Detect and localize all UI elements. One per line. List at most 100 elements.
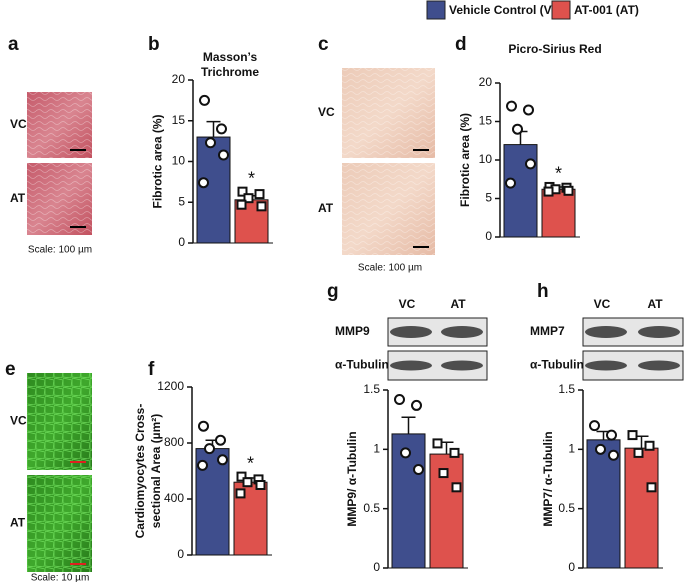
bar — [541, 188, 576, 238]
row-label: AT — [10, 191, 26, 205]
row-label: VC — [10, 414, 27, 428]
data-point — [411, 399, 422, 411]
lane-label: AT — [647, 297, 663, 311]
panel-letter: g — [327, 281, 339, 302]
row-label: MMP9 — [335, 324, 370, 338]
y-axis-title: Fibrotic area (%) — [150, 114, 164, 209]
y-axis-title: Fibrotic area (%) — [458, 112, 472, 208]
data-point — [256, 201, 267, 212]
data-point — [198, 420, 209, 432]
bar — [503, 144, 538, 238]
row-label: VC — [318, 105, 335, 119]
panel-letter: a — [8, 34, 19, 55]
scale-label: Scale: 100 µm — [28, 245, 92, 256]
y-tick-label: 400 — [164, 491, 184, 505]
error-bar — [401, 416, 416, 434]
y-axis-title-box: Cardiomyocytes Cross-sectional Area (µm²… — [133, 404, 163, 539]
chart-title-box: Picro-Sirius Red — [508, 42, 602, 56]
blot-band — [390, 360, 432, 371]
data-point — [432, 438, 443, 449]
blot-band — [441, 360, 483, 371]
y-tick-label: 5 — [178, 194, 185, 208]
blot-band — [585, 326, 627, 338]
legend-label: Vehicle Control (VC) — [449, 3, 564, 17]
data-point — [237, 186, 248, 197]
y-tick-label: 0 — [178, 235, 185, 249]
y-tick-label: 0 — [177, 547, 184, 561]
data-point — [198, 177, 209, 189]
y-tick-label: 1.5 — [558, 382, 575, 396]
data-point — [449, 447, 460, 458]
blot-band — [390, 326, 432, 338]
data-point — [606, 429, 617, 441]
data-point — [254, 189, 265, 200]
panel-letter: b — [148, 34, 160, 55]
row-label: AT — [318, 201, 334, 215]
legend-swatch — [551, 0, 571, 20]
data-point — [608, 449, 619, 461]
panel-letter: c — [318, 34, 329, 55]
data-point — [451, 482, 462, 493]
row-label: MMP7 — [530, 324, 565, 338]
data-point — [217, 454, 228, 466]
blot-band — [638, 360, 680, 371]
y-tick-label: 0.5 — [558, 501, 575, 515]
micrograph-texture — [27, 475, 92, 572]
data-point — [236, 199, 247, 210]
lane-label: VC — [594, 297, 611, 311]
panel-letter: h — [537, 281, 549, 302]
y-tick-label: 10 — [172, 154, 186, 168]
micrograph-texture — [342, 163, 435, 255]
chart-title: Masson’s Trichrome — [200, 50, 260, 79]
scale-label: Scale: 10 µm — [31, 573, 90, 582]
data-point — [218, 149, 229, 161]
data-point — [216, 123, 227, 135]
blot-band — [441, 326, 483, 338]
y-tick-label: 0 — [568, 560, 575, 574]
significance-mark: * — [247, 453, 254, 473]
row-label: α-Tubulin — [530, 358, 584, 372]
data-point — [413, 464, 424, 476]
data-point — [523, 104, 534, 116]
chart-title: Picro-Sirius Red — [508, 42, 602, 56]
significance-mark: * — [248, 168, 255, 188]
y-tick-label: 20 — [479, 75, 493, 89]
data-point — [199, 94, 210, 106]
micrograph-texture — [342, 68, 435, 158]
bar — [586, 439, 621, 569]
data-point — [543, 186, 554, 197]
data-point — [235, 488, 246, 499]
panel-letter: f — [148, 359, 155, 380]
row-label: α-Tubulin — [335, 358, 389, 372]
y-tick-label: 15 — [479, 114, 493, 128]
micrograph-texture — [27, 373, 92, 470]
data-point — [205, 137, 216, 149]
data-point — [243, 193, 254, 204]
row-label: AT — [10, 516, 26, 530]
bar — [624, 447, 659, 569]
data-point — [204, 443, 215, 455]
data-point — [438, 468, 449, 479]
data-point — [525, 158, 536, 170]
y-tick-label: 10 — [479, 152, 493, 166]
legend-label: AT-001 (AT) — [574, 3, 639, 17]
data-point — [400, 447, 411, 459]
y-axis-title-box: MMP9/ α-Tubulin — [345, 431, 359, 526]
y-tick-label: 0 — [373, 560, 380, 574]
y-axis-title-box: MMP7/ α-Tubulin — [541, 431, 555, 526]
y-tick-label: 5 — [485, 191, 492, 205]
data-point — [595, 443, 606, 455]
data-point — [197, 459, 208, 471]
data-point — [215, 434, 226, 446]
data-point — [589, 420, 600, 432]
micrograph-texture — [27, 92, 92, 158]
data-point — [255, 480, 266, 490]
row-label: VC — [10, 117, 27, 131]
data-point — [236, 471, 247, 482]
y-axis-title-box: Fibrotic area (%) — [150, 114, 164, 209]
error-bar — [206, 120, 221, 138]
y-tick-label: 0.5 — [363, 501, 380, 515]
y-tick-label: 1.5 — [363, 382, 380, 396]
scale-label: Scale: 100 µm — [358, 263, 422, 274]
